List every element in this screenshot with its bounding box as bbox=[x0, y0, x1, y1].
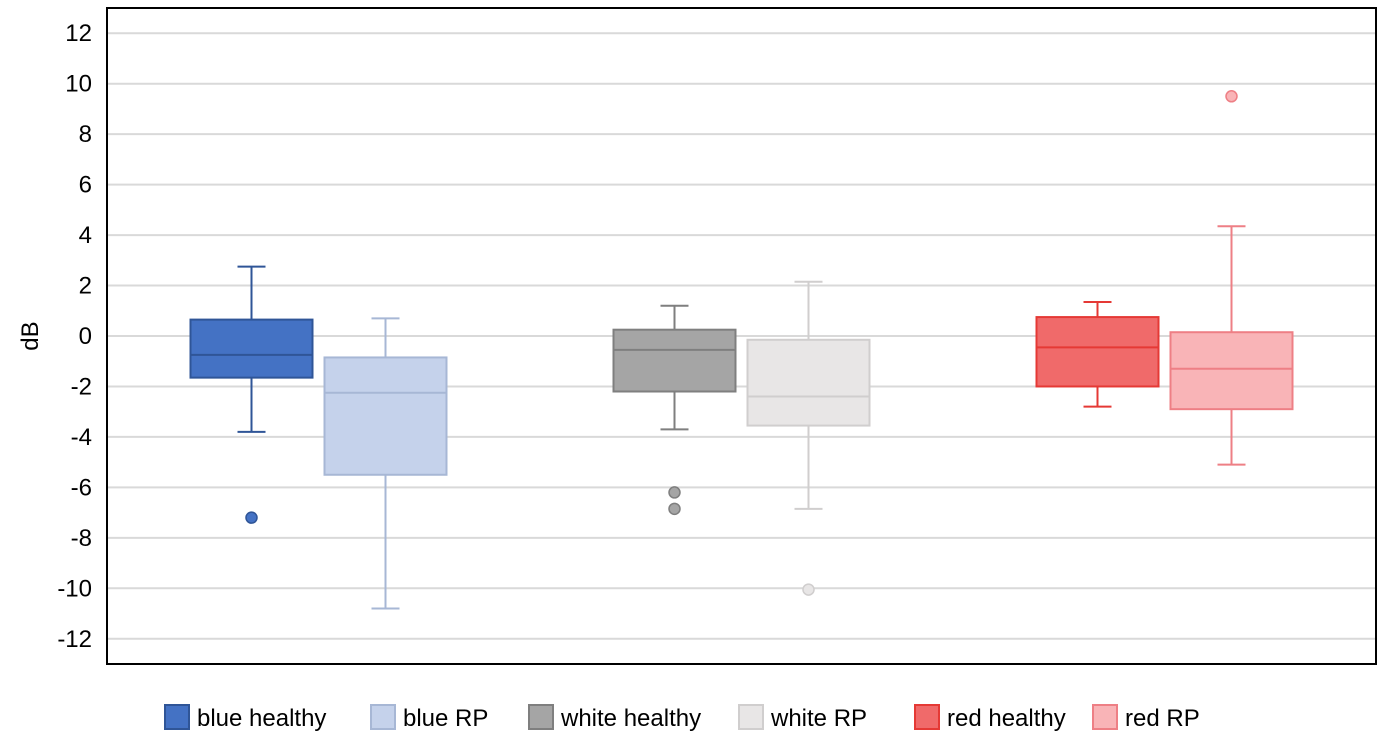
legend-label: blue healthy bbox=[197, 705, 326, 732]
legend-swatch bbox=[164, 704, 190, 730]
box-series bbox=[189, 90, 1294, 610]
y-tick-label: -8 bbox=[71, 525, 92, 552]
y-tick-label: 4 bbox=[79, 222, 92, 249]
box-red-healthy bbox=[1035, 300, 1160, 408]
y-tick-label: -4 bbox=[71, 424, 92, 451]
y-tick-label: -6 bbox=[71, 474, 92, 501]
legend-swatch bbox=[738, 704, 764, 730]
legend-item: blue healthy bbox=[164, 704, 326, 732]
box-blue-healthy bbox=[189, 265, 314, 524]
y-tick-label: -2 bbox=[71, 373, 92, 400]
legend-swatch bbox=[1092, 704, 1118, 730]
y-tick-label: 0 bbox=[79, 323, 92, 350]
legend-label: white RP bbox=[770, 705, 867, 732]
legend-item: red healthy bbox=[914, 704, 1066, 732]
legend-item: white RP bbox=[738, 704, 867, 732]
iqr-box bbox=[746, 338, 871, 427]
box-white-rp bbox=[746, 280, 871, 596]
legend-label: red healthy bbox=[947, 705, 1066, 732]
outlier-point bbox=[668, 502, 681, 516]
outlier-point bbox=[1225, 90, 1238, 103]
outlier-point bbox=[245, 511, 258, 524]
outlier-point bbox=[802, 583, 815, 596]
outlier-point bbox=[668, 486, 681, 499]
legend-item: red RP bbox=[1092, 704, 1200, 732]
iqr-box bbox=[323, 356, 448, 476]
iqr-box bbox=[1035, 316, 1160, 388]
box-white-healthy bbox=[612, 304, 737, 516]
y-tick-label: 6 bbox=[79, 172, 92, 199]
legend-swatch bbox=[370, 704, 396, 730]
box-blue-rp bbox=[323, 317, 448, 610]
legend-item: white healthy bbox=[528, 704, 701, 732]
legend-swatch bbox=[528, 704, 554, 730]
y-tick-label: 8 bbox=[79, 121, 92, 148]
legend-label: blue RP bbox=[403, 705, 488, 732]
y-tick-label: -12 bbox=[57, 626, 92, 653]
box-red-rp bbox=[1169, 90, 1294, 466]
y-tick-label: -10 bbox=[57, 575, 92, 602]
iqr-box bbox=[1169, 331, 1294, 411]
legend-label: red RP bbox=[1125, 705, 1200, 732]
y-tick-label: 10 bbox=[65, 71, 92, 98]
iqr-box bbox=[612, 328, 737, 393]
legend-label: white healthy bbox=[560, 705, 701, 732]
gridlines bbox=[107, 32, 1376, 640]
y-axis-label: dB bbox=[17, 321, 44, 350]
y-tick-label: 2 bbox=[79, 273, 92, 300]
y-axis-tick-labels: 12 10 8 6 4 2 0 -2 -4 -6 -8 -10 -12 bbox=[57, 20, 92, 653]
iqr-box bbox=[189, 318, 314, 379]
legend: blue healthy blue RP white healthy white RP… bbox=[164, 704, 1200, 732]
plot-area-frame bbox=[106, 7, 1377, 665]
legend-swatch bbox=[914, 704, 940, 730]
legend-item: blue RP bbox=[370, 704, 488, 732]
y-tick-label: 12 bbox=[65, 20, 92, 47]
